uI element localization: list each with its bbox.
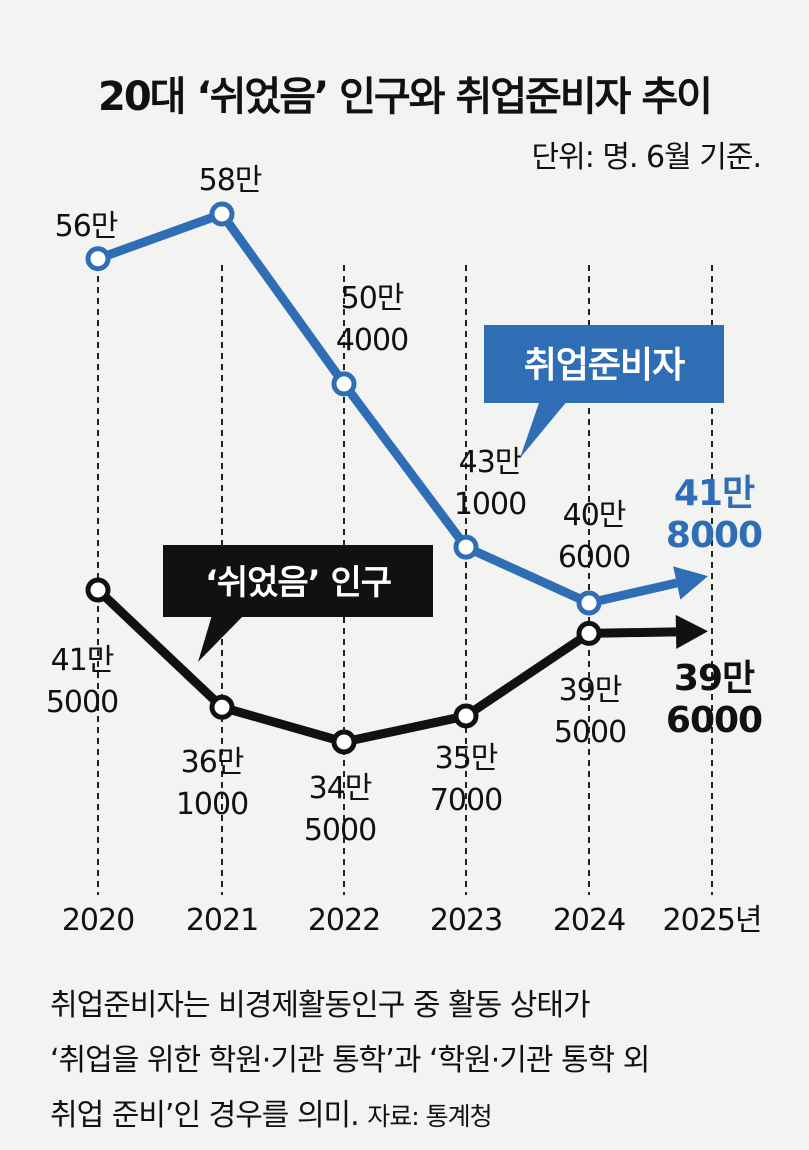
x-tick-label: 2025년 bbox=[663, 903, 762, 938]
data-label: 41만 8000 bbox=[666, 473, 762, 556]
unit-note: 단위: 명. 6월 기준. bbox=[531, 140, 762, 175]
series-arrow-head-1 bbox=[675, 614, 708, 649]
legend-callout-box-blue bbox=[484, 325, 724, 403]
data-point bbox=[209, 201, 235, 227]
data-point bbox=[85, 246, 111, 272]
data-label: 58만 bbox=[199, 163, 262, 198]
data-label-line: 1000 bbox=[176, 787, 248, 822]
data-label-line: 5000 bbox=[554, 715, 626, 750]
data-point bbox=[576, 590, 602, 616]
data-label-line: 6000 bbox=[666, 700, 762, 741]
data-point bbox=[331, 371, 357, 397]
legend-callout-pointer-black bbox=[198, 615, 244, 662]
series-arrow-line-1 bbox=[588, 627, 677, 638]
x-tick-label: 2020 bbox=[62, 903, 134, 938]
line-chart: 2020 2021 2022 2023 2024 2025년 56만 58만 50만 4000 43… bbox=[46, 163, 763, 938]
data-label-line: 35만 bbox=[435, 741, 498, 776]
data-label: 43만 1000 bbox=[454, 445, 526, 522]
data-point bbox=[453, 534, 479, 560]
x-tick-label: 2024 bbox=[553, 903, 625, 938]
data-label-line: 6000 bbox=[558, 540, 630, 575]
data-point bbox=[453, 703, 479, 729]
legend-callout-pointer-blue bbox=[520, 400, 568, 458]
data-label-line: 39만 bbox=[674, 658, 755, 699]
source-note: 자료: 통계청 bbox=[367, 1102, 492, 1131]
footnote: 취업준비자는 비경제활동인구 중 활동 상태가 ‘취업을 위한 학원·기관 통학… bbox=[50, 978, 770, 1144]
data-point bbox=[209, 694, 235, 720]
data-point bbox=[331, 729, 357, 755]
data-label-line: 7000 bbox=[430, 783, 502, 818]
data-label-line: 39만 bbox=[559, 673, 622, 708]
footnote-line-1: 취업준비자는 비경제활동인구 중 활동 상태가 bbox=[50, 988, 591, 1023]
data-label-line: 41만 bbox=[51, 643, 114, 678]
data-label-line: 5000 bbox=[46, 685, 118, 720]
data-label: 39만 6000 bbox=[666, 658, 762, 741]
series-arrow-head-0 bbox=[673, 566, 708, 600]
data-label-line: 5000 bbox=[304, 813, 376, 848]
series-arrow-line-0 bbox=[587, 578, 678, 608]
data-label-line: 1000 bbox=[454, 487, 526, 522]
footnote-line-3: 취업 준비’인 경우를 의미. 자료: 통계청 bbox=[50, 1088, 770, 1144]
data-label: 35만 7000 bbox=[430, 741, 502, 818]
data-label-line: 43만 bbox=[459, 445, 522, 480]
data-label-line: 8000 bbox=[666, 515, 762, 556]
chart-title: 20대 ‘쉬었음’ 인구와 취업준비자 추이 bbox=[98, 74, 713, 120]
data-label-line: 40만 bbox=[563, 498, 626, 533]
data-label-line: 41만 bbox=[674, 473, 755, 514]
x-tick-label: 2023 bbox=[430, 903, 502, 938]
data-point bbox=[85, 577, 111, 603]
data-label: 56만 bbox=[55, 209, 118, 244]
data-label-line: 58만 bbox=[199, 163, 262, 198]
data-label-line: 4000 bbox=[336, 323, 408, 358]
data-label-line: 36만 bbox=[181, 745, 244, 780]
data-label: 34만 5000 bbox=[304, 771, 376, 848]
data-label: 40만 6000 bbox=[558, 498, 630, 575]
x-tick-label: 2022 bbox=[308, 903, 380, 938]
data-label-line: 34만 bbox=[309, 771, 372, 806]
data-label-line: 56만 bbox=[55, 209, 118, 244]
x-tick-label: 2021 bbox=[186, 903, 258, 938]
legend-label-blue: 취업준비자 bbox=[524, 345, 685, 386]
data-label: 50만 4000 bbox=[336, 281, 408, 358]
legend-label-black: ‘쉬었음’ 인구 bbox=[205, 563, 392, 603]
data-label: 36만 1000 bbox=[176, 745, 248, 822]
footnote-line-3-text: 취업 준비’인 경우를 의미. bbox=[50, 1098, 360, 1133]
footnote-line-2: ‘취업을 위한 학원·기관 통학’과 ‘학원·기관 통학 외 bbox=[50, 1043, 650, 1078]
data-label-line: 50만 bbox=[341, 281, 404, 316]
data-label: 41만 5000 bbox=[46, 643, 118, 720]
data-point bbox=[576, 620, 602, 646]
legend-callout-box-black bbox=[163, 545, 433, 617]
data-label: 39만 5000 bbox=[554, 673, 626, 750]
